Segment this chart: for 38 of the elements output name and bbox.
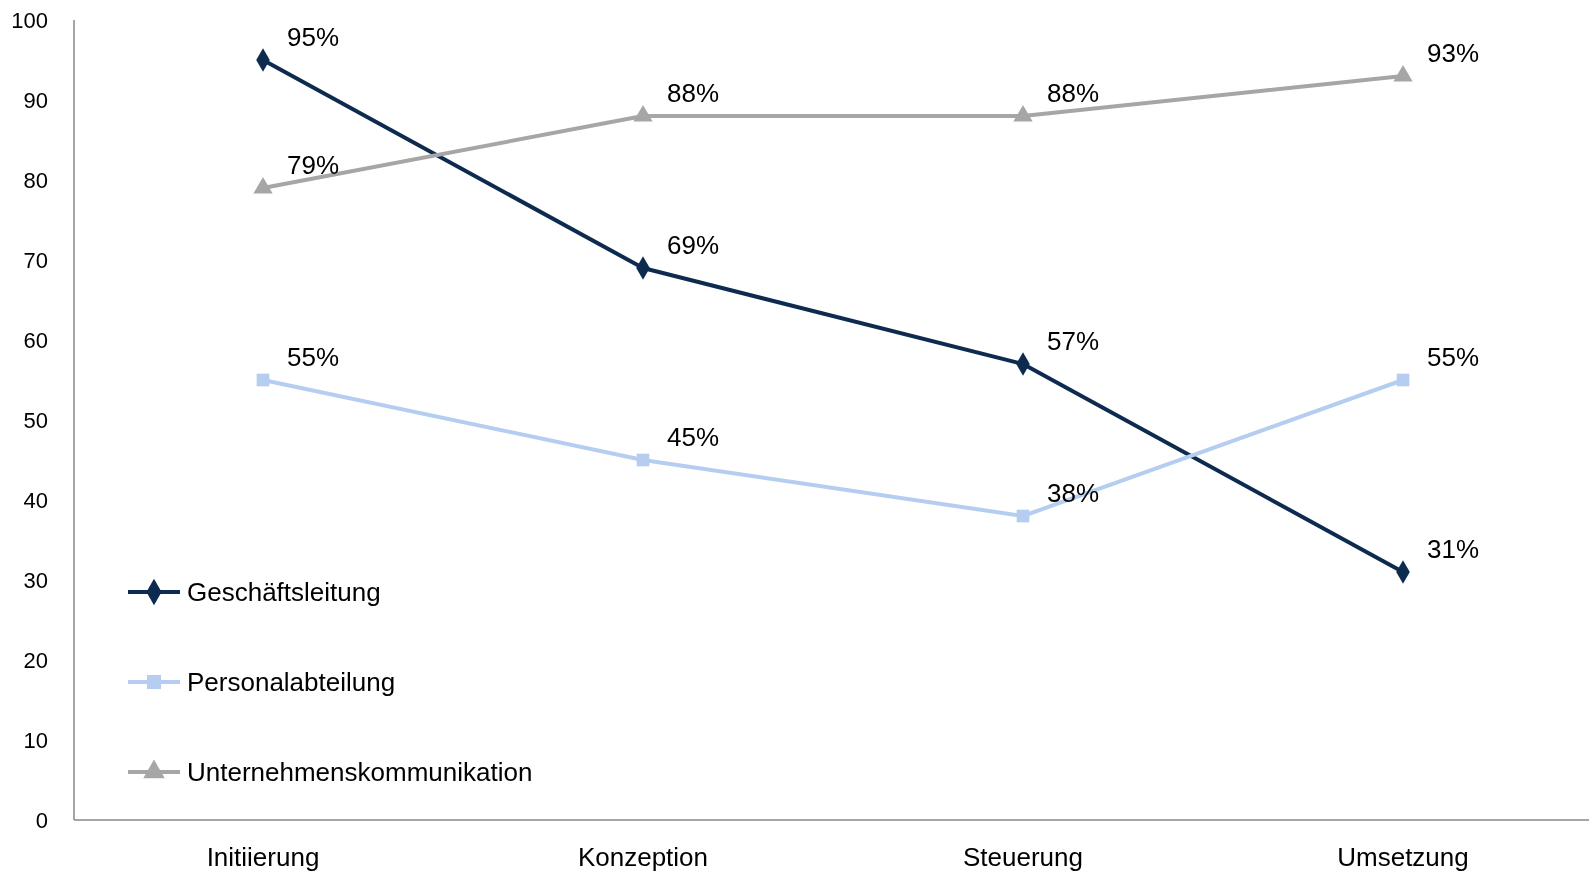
- y-tick-label: 50: [23, 407, 48, 433]
- data-label: 79%: [287, 150, 340, 180]
- x-tick-label: Initiierung: [206, 842, 320, 872]
- y-tick-label: 80: [23, 167, 48, 193]
- data-label: 88%: [1047, 78, 1100, 108]
- data-label: 93%: [1427, 38, 1480, 68]
- x-tick-label: Konzeption: [577, 842, 709, 872]
- x-tick-label: Umsetzung: [1337, 842, 1469, 872]
- data-label: 55%: [287, 342, 340, 372]
- y-tick-label: 10: [23, 727, 48, 753]
- point: [256, 373, 270, 387]
- data-label: 95%: [287, 22, 340, 52]
- x-tick-label: Steuerung: [963, 842, 1083, 872]
- point: [633, 104, 653, 122]
- data-label: 69%: [667, 230, 720, 260]
- y-tick-label: 40: [23, 487, 48, 513]
- point: [1013, 104, 1033, 122]
- point: [1393, 64, 1413, 82]
- data-label: 55%: [1427, 342, 1480, 372]
- y-tick-label: 0: [35, 807, 48, 833]
- y-tick-label: 70: [23, 247, 48, 273]
- legend-label: Personalabteilung: [187, 667, 396, 698]
- point: [1396, 373, 1410, 387]
- y-tick-label: 90: [23, 87, 48, 113]
- data-label: 45%: [667, 422, 720, 452]
- legend-label: Unternehmenskommunikation: [187, 757, 533, 788]
- legend-label: Geschäftsleitung: [187, 577, 381, 608]
- point: [1016, 509, 1030, 523]
- data-label: 88%: [667, 78, 720, 108]
- point: [636, 453, 650, 467]
- y-tick-label: 20: [23, 647, 48, 673]
- y-tick-label: 60: [23, 327, 48, 353]
- point: [253, 176, 273, 194]
- data-label: 57%: [1047, 326, 1100, 356]
- y-tick-label: 30: [23, 567, 48, 593]
- data-label: 38%: [1047, 478, 1100, 508]
- data-label: 31%: [1427, 534, 1480, 564]
- y-tick-label: 100: [11, 7, 48, 33]
